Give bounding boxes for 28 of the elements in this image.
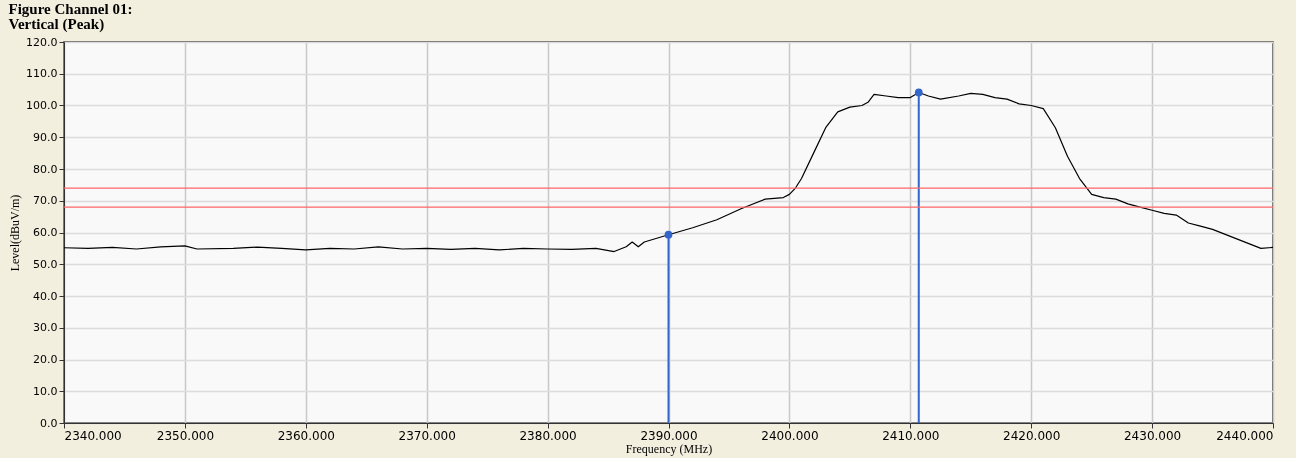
y-tick-label: 110.0: [26, 67, 58, 81]
y-tick-label: 50.0: [33, 257, 58, 271]
y-tick-label: 120.0: [26, 35, 58, 49]
y-tick-label: 80.0: [33, 162, 58, 176]
x-tick-label: 2400.000: [761, 428, 819, 443]
x-tick-label: 2350.000: [156, 428, 215, 443]
x-tick-label: 2410.000: [882, 428, 940, 443]
y-tick-label: 30.0: [33, 321, 58, 335]
y-tick-label: 40.0: [33, 289, 58, 303]
y-tick-label: 20.0: [33, 353, 58, 366]
x-tick-label: 2390.000: [640, 428, 698, 443]
x-tick-label: 2440.000: [1216, 428, 1274, 443]
x-tick-label: 2380.000: [519, 428, 577, 443]
x-tick-label: 2360.000: [277, 428, 335, 443]
x-tick-label: 2370.000: [398, 428, 456, 443]
chart-title: Figure Channel 01:: [8, 1, 133, 17]
x-axis-title: Frequency (MHz): [625, 441, 713, 456]
x-tick-label: 2340.000: [64, 428, 122, 443]
y-tick-label: 60.0: [33, 226, 58, 239]
y-tick-label: 70.0: [33, 194, 58, 208]
y-axis-title: Level(dBuV/m): [8, 194, 23, 272]
x-tick-label: 2430.000: [1123, 428, 1182, 443]
x-tick-label: 2420.000: [1003, 428, 1061, 443]
y-tick-label: 0.0: [40, 416, 58, 430]
y-tick-label: 100.0: [26, 99, 58, 112]
y-tick-label: 90.0: [33, 130, 58, 144]
chart-subtitle: Vertical (Peak): [8, 16, 105, 33]
y-tick-label: 10.0: [33, 384, 58, 398]
